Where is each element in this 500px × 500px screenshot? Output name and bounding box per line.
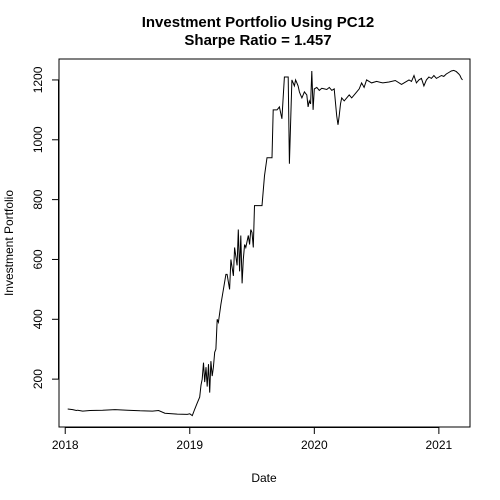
x-tick-label: 2020 [301, 438, 328, 452]
y-tick-label: 800 [31, 189, 45, 209]
y-tick-label: 400 [31, 309, 45, 329]
x-tick-label: 2021 [426, 438, 453, 452]
x-tick-label: 2019 [176, 438, 203, 452]
x-axis: 2018 2019 2020 2021 [52, 427, 453, 452]
y-tick-label: 200 [31, 369, 45, 389]
y-axis: 200 400 600 800 1000 1200 [31, 66, 59, 389]
y-axis-title: Investment Portfolio [2, 190, 16, 296]
portfolio-line [67, 69, 463, 417]
x-axis-title: Date [251, 471, 277, 485]
y-tick-label: 1000 [31, 126, 45, 153]
chart-title: Investment Portfolio Using PC12 [142, 14, 375, 31]
chart-subtitle: Sharpe Ratio = 1.457 [184, 32, 331, 49]
x-tick-label: 2018 [52, 438, 79, 452]
y-tick-label: 600 [31, 249, 45, 269]
y-tick-label: 1200 [31, 66, 45, 93]
plot-frame [58, 58, 471, 428]
